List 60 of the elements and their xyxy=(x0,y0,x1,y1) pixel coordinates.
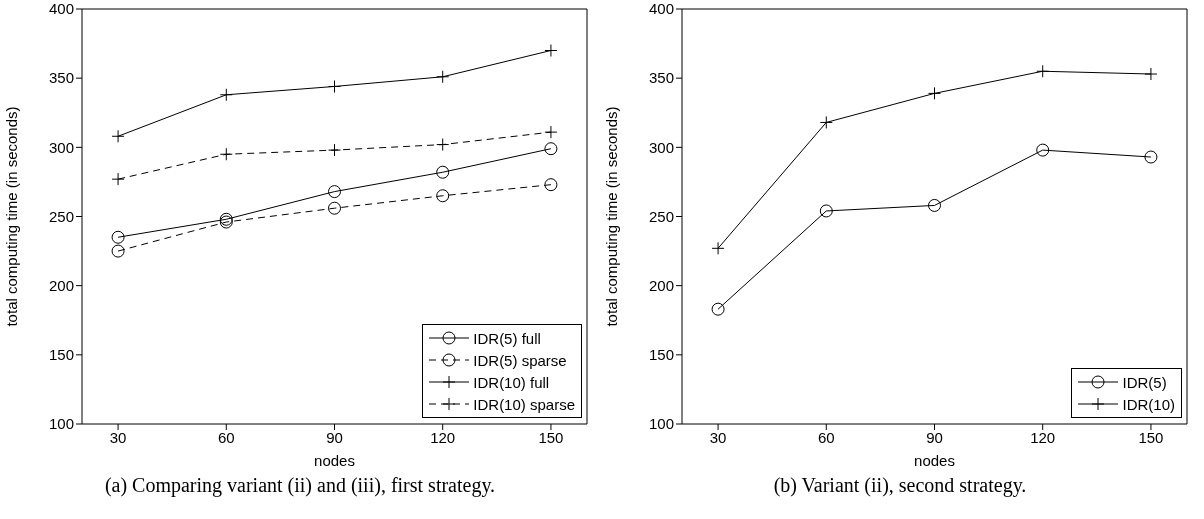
x-tick-label: 150 xyxy=(538,428,564,446)
legend-label: IDR(5) xyxy=(1122,373,1167,391)
text: (b) Variant (ii), second strategy. xyxy=(772,474,1028,497)
point xyxy=(436,165,450,179)
point xyxy=(111,230,125,244)
point xyxy=(711,302,725,316)
legend-label: IDR(10) xyxy=(1122,395,1175,413)
point xyxy=(436,70,450,84)
y-axis-title: total computing time (in seconds) xyxy=(603,106,621,327)
y-tick-label: 100 xyxy=(48,415,74,433)
y-tick-label: 350 xyxy=(648,69,674,87)
y-tick-label: 150 xyxy=(648,346,674,364)
point xyxy=(928,198,941,212)
point xyxy=(436,189,450,203)
point xyxy=(544,142,558,156)
point xyxy=(819,204,833,218)
point xyxy=(436,138,450,152)
point xyxy=(1144,67,1158,81)
point xyxy=(1036,64,1050,78)
point xyxy=(219,88,233,102)
point xyxy=(219,147,233,161)
y-tick-label: 200 xyxy=(648,276,674,294)
legend-label: IDR(5) sparse xyxy=(473,351,567,369)
point xyxy=(544,178,558,192)
point xyxy=(328,201,341,215)
y-tick-label: 150 xyxy=(48,346,74,364)
point xyxy=(111,129,125,143)
legend-label: IDR(10) full xyxy=(473,373,550,391)
y-tick-label: 300 xyxy=(648,138,674,156)
y-axis-title: total computing time (in seconds) xyxy=(3,106,21,327)
y-tick-label: 100 xyxy=(648,415,674,433)
text: (a) Comparing variant (ii) and (iii), first strategy. xyxy=(103,474,497,497)
y-tick-label: 250 xyxy=(648,207,674,225)
y-tick-label: 350 xyxy=(48,69,74,87)
x-axis-title: nodes xyxy=(314,452,355,469)
point xyxy=(544,125,558,139)
y-tick-label: 400 xyxy=(48,0,74,18)
x-tick-label: 150 xyxy=(1138,428,1164,446)
x-tick-label: 60 xyxy=(217,428,235,446)
x-tick-label: 90 xyxy=(926,428,943,446)
point xyxy=(111,172,125,186)
point xyxy=(111,244,125,258)
x-tick-label: 120 xyxy=(430,428,456,446)
legend-label: IDR(5) full xyxy=(473,329,541,347)
x-tick-label: 30 xyxy=(109,428,127,446)
x-tick-label: 30 xyxy=(709,428,727,446)
y-tick-label: 200 xyxy=(48,276,74,294)
x-tick-label: 90 xyxy=(326,428,343,446)
point xyxy=(1144,150,1158,164)
point xyxy=(819,115,833,129)
point xyxy=(1036,143,1050,157)
y-tick-label: 250 xyxy=(48,207,74,225)
x-tick-label: 60 xyxy=(817,428,835,446)
point xyxy=(328,185,341,199)
x-tick-label: 120 xyxy=(1030,428,1056,446)
y-tick-label: 300 xyxy=(48,138,74,156)
legend-label: IDR(10) sparse xyxy=(473,395,575,413)
point xyxy=(711,241,725,255)
x-axis-title: nodes xyxy=(914,452,955,469)
y-tick-label: 400 xyxy=(648,0,674,18)
